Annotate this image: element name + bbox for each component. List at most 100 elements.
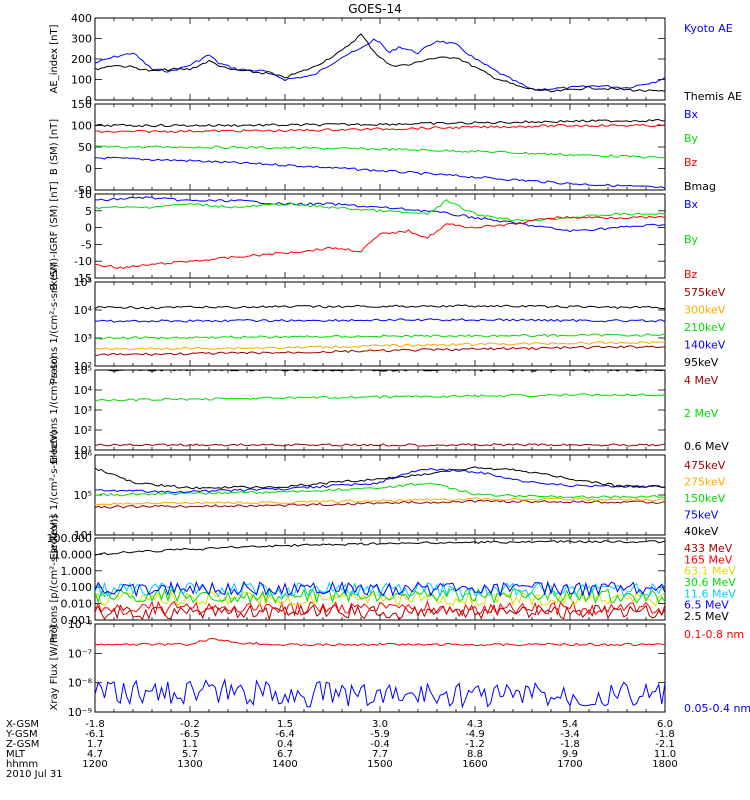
- series-line-by: [95, 145, 665, 159]
- time-axis-value: -0.4: [370, 739, 390, 750]
- series-line-0-6-mev: [95, 370, 665, 372]
- time-axis-value: 7.7: [372, 749, 388, 760]
- y-axis-label: B (SM) [nT]: [49, 119, 60, 175]
- y-tick-label: 10²: [74, 360, 92, 373]
- legend: 475keV 275keV 150keV 75keV 40keV: [684, 459, 726, 538]
- legend-item-30-6-mev: 30.6 MeV: [684, 576, 736, 589]
- y-tick-label: 400: [71, 12, 92, 25]
- y-tick-label: -50: [74, 184, 92, 197]
- y-tick-label: 10¹: [74, 444, 92, 457]
- series-line-themis-ae: [95, 33, 665, 93]
- time-axis-value: -2.1: [655, 739, 675, 750]
- series-line-bx: [95, 156, 665, 189]
- time-axis-value: 1.1: [182, 739, 198, 750]
- y-tick-label: 10⁶: [74, 449, 93, 462]
- legend: Kyoto AE Themis AE: [683, 22, 742, 103]
- y-tick-label: 150: [71, 98, 92, 111]
- series-group: [95, 637, 665, 709]
- legend-item-150kev: 150keV: [684, 492, 726, 505]
- legend-item-140kev: 140keV: [684, 339, 726, 352]
- series-line-210kev: [95, 333, 665, 340]
- panel-frame: [94, 17, 666, 101]
- y-tick-label: 10⁻⁸: [68, 677, 93, 690]
- series-line-bmag: [95, 118, 665, 128]
- series-group: [95, 370, 665, 447]
- time-axis-value: -6.1: [85, 729, 105, 740]
- time-axis-row-label: X-GSM: [6, 719, 39, 730]
- y-tick-label: 10⁻⁶: [68, 618, 93, 631]
- legend: Bx By Bz Bmag: [684, 108, 716, 193]
- legend-item-63-1-mev: 63.1 MeV: [684, 565, 736, 578]
- series-line-0-05-0-4-nm: [95, 677, 665, 709]
- series-line-0-1-0-8-nm: [95, 637, 665, 647]
- panel-frame: [94, 454, 666, 536]
- y-tick-label: 0: [85, 222, 92, 235]
- y-tick-label: 10⁴: [74, 304, 93, 317]
- time-axis-value: -0.2: [180, 719, 200, 730]
- time-axis-row-label: 2010 Jul 31: [6, 769, 63, 780]
- time-axis-value: 1300: [177, 759, 202, 770]
- legend-item-40kev: 40keV: [684, 525, 719, 538]
- y-tick-label: 100: [71, 74, 92, 87]
- legend-item-95kev: 95keV: [684, 356, 719, 369]
- y-tick-label: -10: [74, 255, 92, 268]
- time-axis-value: 8.8: [467, 749, 483, 760]
- series-line-150kev: [95, 482, 665, 499]
- time-axis-value: 3.0: [372, 719, 388, 730]
- series-line-4-mev: [95, 443, 665, 447]
- y-axis-label: Xray Flux [W/m²]: [49, 625, 60, 710]
- series-line-275kev: [95, 497, 665, 506]
- time-axis-row-label: Y-GSM: [5, 729, 38, 740]
- y-tick-label: 0: [85, 94, 92, 107]
- series-line-bz: [95, 123, 665, 134]
- legend: Bx By Bz: [684, 198, 699, 281]
- y-tick-label: 0.010: [61, 598, 93, 611]
- time-axis-value: 9.9: [562, 749, 578, 760]
- y-tick-label: 300: [71, 33, 92, 46]
- series-line-kyoto-ae: [95, 38, 665, 91]
- legend-item-11-6-mev: 11.6 MeV: [684, 587, 736, 600]
- time-axis-row-label: MLT: [6, 749, 26, 760]
- time-axis-value: 1400: [272, 759, 297, 770]
- legend-item-by: By: [684, 233, 699, 246]
- legend-item-0-6-mev: 0.6 MeV: [684, 440, 729, 453]
- time-axis-value: 6.7: [277, 749, 293, 760]
- time-axis-value: 4.3: [467, 719, 483, 730]
- time-axis-row-label: hhmm: [6, 759, 38, 770]
- series-group: [95, 466, 665, 509]
- y-tick-label: 50: [78, 141, 92, 154]
- y-tick-label: 0.001: [61, 614, 93, 627]
- legend: 4 MeV 2 MeV 0.6 MeV: [684, 374, 729, 453]
- time-axis-value: -6.5: [180, 729, 200, 740]
- y-tick-label: 1.000: [61, 565, 93, 578]
- time-axis-value: 4.7: [87, 749, 103, 760]
- series-line-475kev: [95, 499, 665, 509]
- y-axis-label: Electrons 1/(cm²-s-sr-keV): [49, 430, 60, 559]
- series-line-6-5-mev: [95, 580, 665, 598]
- y-tick-label: -5: [81, 238, 92, 251]
- panel-1: 0 100 200 300 400 AE_index [nT] Kyoto AE Themis…: [49, 12, 742, 107]
- legend-item-2-mev: 2 MeV: [684, 407, 719, 420]
- time-axis-value: 6.0: [657, 719, 673, 730]
- legend-item-6-5-mev: 6.5 MeV: [684, 599, 729, 612]
- series-group: [95, 539, 665, 620]
- panel-6: 10⁴ 10⁵ 10⁶ Electrons 1/(cm²-s-sr-keV) 475ke…: [49, 430, 726, 559]
- y-tick-label: 5: [85, 205, 92, 218]
- series-group: [95, 196, 665, 270]
- y-tick-label: 10³: [74, 332, 92, 345]
- y-tick-label: -15: [74, 272, 92, 285]
- series-line-300kev: [95, 341, 665, 351]
- y-tick-label: 10³: [74, 404, 92, 417]
- legend-item-bx: Bx: [684, 198, 699, 211]
- y-tick-label: 10: [78, 188, 92, 201]
- series-line-40kev: [95, 466, 665, 490]
- time-axis-value: 1600: [462, 759, 487, 770]
- time-axis-value: -3.4: [560, 729, 580, 740]
- time-axis-value: -6.4: [275, 729, 295, 740]
- time-axis-value: 1.5: [277, 719, 293, 730]
- series-line-140kev: [95, 318, 665, 323]
- y-tick-label: 10⁵: [74, 364, 92, 377]
